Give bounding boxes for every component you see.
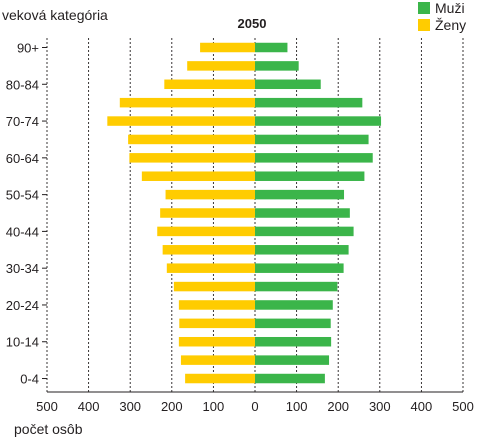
bar-muzi-10-14 — [255, 336, 332, 347]
x-tick-label: 400 — [78, 399, 100, 414]
y-tick-label: 90+ — [17, 41, 39, 56]
bar-zeny-5-9 — [180, 355, 255, 365]
bar-muzi-15-19 — [255, 318, 331, 329]
bar-muzi-35-39 — [255, 245, 349, 255]
bar-zeny-60-64 — [129, 153, 255, 163]
bar-zeny-30-34 — [166, 263, 255, 273]
y-tick-label: 60-64 — [6, 151, 39, 166]
bar-muzi-60-64 — [255, 153, 373, 163]
y-tick-label: 40-44 — [6, 224, 39, 239]
bar-muzi-90+ — [255, 42, 288, 53]
bar-muzi-85-89 — [255, 61, 299, 71]
bar-muzi-5-9 — [255, 355, 330, 365]
bar-zeny-50-54 — [165, 189, 255, 200]
bar-zeny-25-29 — [173, 281, 255, 292]
y-tick-label: 80-84 — [6, 77, 39, 92]
y-tick-label: 50-54 — [6, 188, 39, 203]
chart-title: 2050 — [238, 16, 267, 31]
bar-zeny-90+ — [200, 42, 255, 53]
bar-muzi-20-24 — [255, 300, 333, 310]
bar-zeny-15-19 — [179, 318, 255, 329]
y-axis-title: veková kategória — [2, 7, 108, 23]
bar-zeny-20-24 — [178, 300, 255, 310]
legend-swatch-zeny — [418, 19, 430, 31]
bar-muzi-70-74 — [255, 116, 382, 126]
y-tick-label: 30-34 — [6, 261, 39, 276]
x-axis-title: počet osôb — [14, 421, 83, 437]
bar-zeny-85-89 — [187, 61, 255, 71]
y-tick-label: 70-74 — [6, 114, 39, 129]
bar-zeny-55-59 — [141, 171, 255, 181]
bar-zeny-35-39 — [162, 245, 255, 255]
bar-zeny-40-44 — [157, 226, 255, 237]
legend-label-zeny: Ženy — [435, 17, 466, 33]
bars — [107, 42, 382, 384]
x-tick-label: 200 — [161, 399, 183, 414]
bar-zeny-0-4 — [185, 373, 255, 384]
legend-swatch-muzi — [418, 2, 430, 14]
y-tick-label: 10-14 — [6, 335, 39, 350]
x-tick-label: 300 — [369, 399, 391, 414]
x-tick-label: 100 — [203, 399, 225, 414]
y-tick-label: 0-4 — [20, 372, 39, 387]
y-tick-labels: 0-4 10-14 20-24 30-34 40-44 50-54 60-64 70-74 80… — [6, 41, 47, 387]
bar-muzi-25-29 — [255, 281, 338, 292]
bar-muzi-50-54 — [255, 189, 345, 200]
bar-muzi-40-44 — [255, 226, 354, 237]
x-tick-label: 400 — [411, 399, 433, 414]
bar-zeny-75-79 — [119, 97, 255, 108]
x-tick-label: 200 — [327, 399, 349, 414]
y-tick-label: 20-24 — [6, 298, 39, 313]
x-tick-label: 300 — [119, 399, 141, 414]
bar-muzi-30-34 — [255, 263, 344, 273]
x-tick-label: 100 — [286, 399, 308, 414]
legend: Muži Ženy — [418, 0, 466, 33]
bar-zeny-45-49 — [160, 208, 255, 218]
bar-muzi-45-49 — [255, 208, 350, 218]
bar-muzi-65-69 — [255, 134, 369, 145]
x-tick-label: 500 — [36, 399, 58, 414]
bar-muzi-0-4 — [255, 373, 325, 384]
bar-muzi-55-59 — [255, 171, 365, 181]
bar-zeny-65-69 — [128, 134, 255, 145]
x-tick-labels: 500 400 300 200 100 0 100 200 300 400 500 — [36, 399, 474, 414]
bar-zeny-80-84 — [164, 79, 255, 90]
bar-zeny-70-74 — [107, 116, 255, 126]
x-tick-label: 0 — [251, 399, 258, 414]
x-tick-label: 500 — [452, 399, 474, 414]
bar-muzi-80-84 — [255, 79, 321, 90]
legend-label-muzi: Muži — [435, 0, 465, 16]
bar-zeny-10-14 — [178, 336, 255, 347]
bar-muzi-75-79 — [255, 97, 363, 108]
